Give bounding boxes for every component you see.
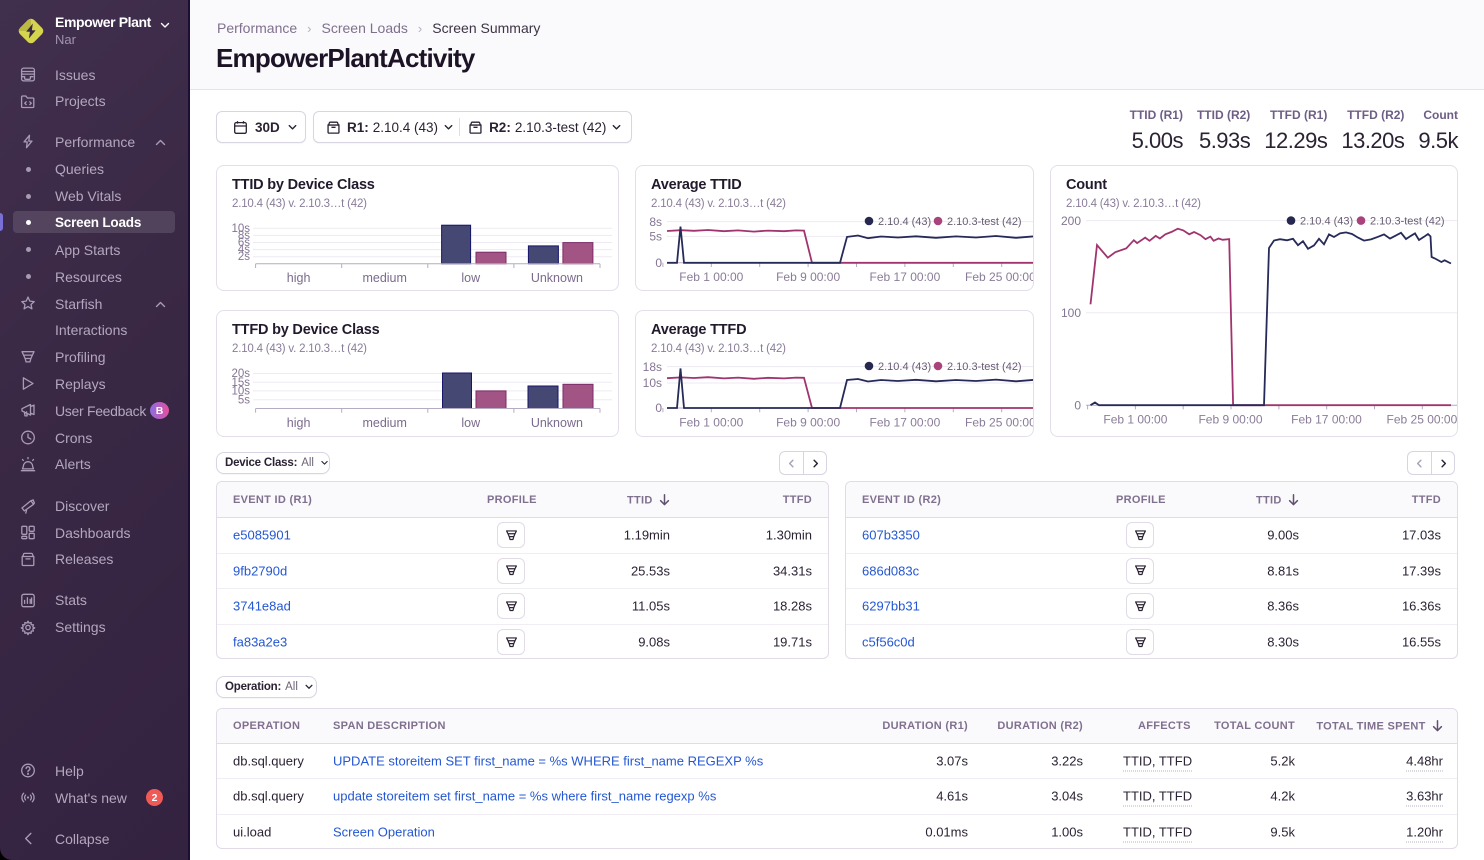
svg-text:Feb 17 00:00: Feb 17 00:00 xyxy=(870,416,941,430)
svg-text:Feb 9 00:00: Feb 9 00:00 xyxy=(776,270,840,284)
svg-text:2.10.4 (43): 2.10.4 (43) xyxy=(1300,215,1353,227)
svg-text:5s: 5s xyxy=(649,230,662,244)
svg-text:Feb 25 00:00: Feb 25 00:00 xyxy=(965,416,1034,430)
svg-text:Feb 1 00:00: Feb 1 00:00 xyxy=(679,416,743,430)
svg-text:15s: 15s xyxy=(231,377,250,389)
svg-text:Feb 9 00:00: Feb 9 00:00 xyxy=(776,416,840,430)
svg-text:0: 0 xyxy=(1074,398,1081,412)
svg-text:0: 0 xyxy=(655,401,662,415)
svg-text:2.10.4 (43): 2.10.4 (43) xyxy=(878,361,931,373)
svg-text:18s: 18s xyxy=(643,360,662,374)
svg-text:Feb 25 00:00: Feb 25 00:00 xyxy=(965,270,1034,284)
svg-text:Feb 17 00:00: Feb 17 00:00 xyxy=(1291,413,1362,427)
svg-text:low: low xyxy=(461,271,481,285)
svg-text:high: high xyxy=(287,416,311,430)
svg-text:2.10.4 (43): 2.10.4 (43) xyxy=(878,216,931,228)
svg-text:10s: 10s xyxy=(231,386,250,398)
svg-text:Feb 9 00:00: Feb 9 00:00 xyxy=(1198,413,1262,427)
svg-text:Feb 1 00:00: Feb 1 00:00 xyxy=(1103,413,1167,427)
svg-text:2.10.3-test (42): 2.10.3-test (42) xyxy=(1370,215,1445,227)
svg-text:2.10.3-test (42): 2.10.3-test (42) xyxy=(947,361,1022,373)
svg-text:10s: 10s xyxy=(643,376,662,390)
svg-text:medium: medium xyxy=(362,271,406,285)
svg-text:200: 200 xyxy=(1061,214,1081,228)
svg-text:Feb 1 00:00: Feb 1 00:00 xyxy=(679,270,743,284)
svg-text:6s: 6s xyxy=(238,237,250,249)
svg-text:20s: 20s xyxy=(231,368,250,380)
svg-text:8s: 8s xyxy=(649,215,662,229)
svg-text:Unknown: Unknown xyxy=(531,416,583,430)
svg-text:4s: 4s xyxy=(238,244,250,256)
svg-text:medium: medium xyxy=(362,416,406,430)
svg-text:5s: 5s xyxy=(238,394,250,406)
svg-text:2.10.3-test (42): 2.10.3-test (42) xyxy=(947,216,1022,228)
svg-text:2s: 2s xyxy=(238,251,250,263)
svg-text:8s: 8s xyxy=(238,230,250,242)
svg-text:Feb 17 00:00: Feb 17 00:00 xyxy=(870,270,941,284)
svg-text:low: low xyxy=(461,416,481,430)
svg-text:Feb 25 00:00: Feb 25 00:00 xyxy=(1387,413,1458,427)
svg-text:0: 0 xyxy=(655,256,662,270)
svg-text:10s: 10s xyxy=(231,223,250,235)
svg-text:high: high xyxy=(287,271,311,285)
svg-text:Unknown: Unknown xyxy=(531,271,583,285)
svg-text:100: 100 xyxy=(1061,306,1081,320)
